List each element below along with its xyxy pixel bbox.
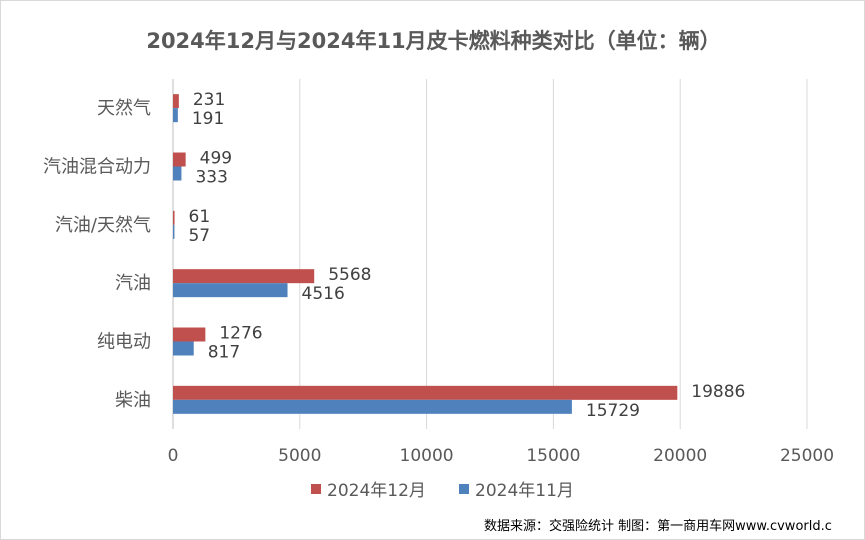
bar-dec: [173, 152, 186, 167]
data-label: 231: [193, 90, 225, 110]
category-label: 纯电动: [97, 332, 151, 353]
x-tick-label: 25000: [780, 446, 834, 466]
data-label: 4516: [302, 284, 345, 304]
data-label: 61: [189, 207, 211, 227]
category-label: 柴油: [115, 390, 151, 411]
category-label: 汽油混合动力: [43, 157, 151, 178]
source-note: 数据来源：交强险统计 制图：第一商用车网www.cvworld.c: [484, 519, 832, 534]
data-label: 817: [208, 343, 240, 363]
bar-dec: [173, 385, 678, 400]
bar-nov: [173, 341, 194, 356]
bar-dec: [173, 327, 206, 342]
data-label: 15729: [586, 401, 640, 421]
data-label: 1276: [219, 324, 262, 344]
data-label: 19886: [691, 382, 745, 402]
bar-dec: [173, 210, 175, 225]
bar-nov: [173, 166, 182, 181]
legend-label: 2024年12月: [327, 481, 426, 501]
legend-marker: [311, 484, 321, 494]
legend-marker: [459, 484, 469, 494]
x-tick-label: 5000: [278, 446, 321, 466]
bar-nov: [173, 399, 572, 414]
x-tick-label: 0: [168, 446, 179, 466]
data-label: 5568: [328, 265, 371, 285]
bar-dec: [173, 94, 179, 109]
x-tick-label: 15000: [526, 446, 580, 466]
bar-nov: [173, 283, 288, 298]
bar-nov: [173, 108, 178, 123]
data-label: 191: [192, 109, 224, 129]
x-tick-label: 20000: [653, 446, 707, 466]
bar-nov: [173, 224, 175, 239]
data-label: 499: [200, 149, 232, 169]
data-label: 57: [188, 226, 210, 246]
category-label: 天然气: [97, 98, 151, 119]
x-tick-label: 10000: [400, 446, 454, 466]
bar-dec: [173, 269, 315, 284]
category-label: 汽油: [115, 273, 151, 294]
legend-label: 2024年11月: [475, 481, 574, 501]
category-label: 汽油/天然气: [55, 215, 151, 236]
chart-title: 2024年12月与2024年11月皮卡燃料种类对比（单位：辆）: [146, 29, 721, 53]
data-label: 333: [195, 168, 227, 188]
